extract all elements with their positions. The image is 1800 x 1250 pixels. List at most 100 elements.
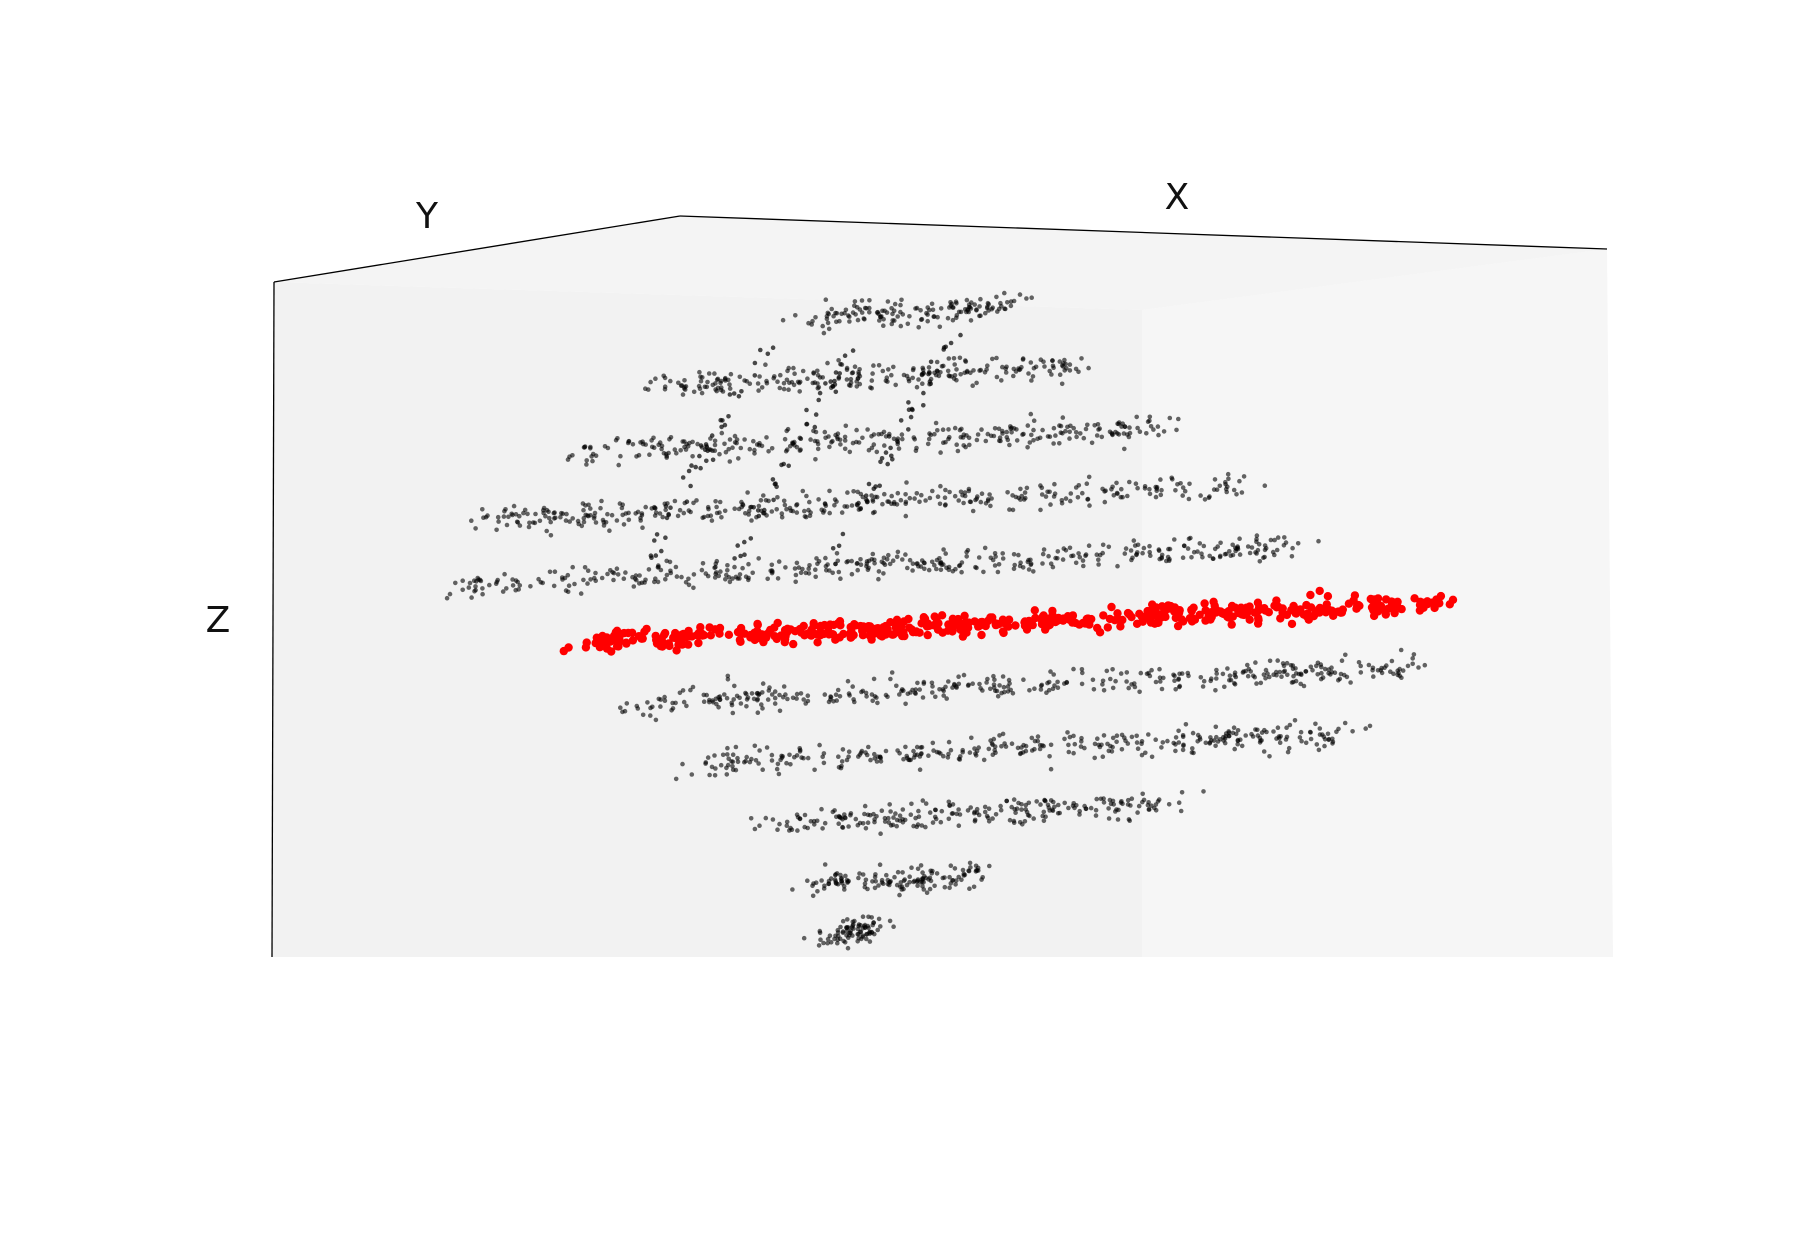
point-1412 [1268,537,1274,543]
point-1244 [866,565,871,571]
point-246 [742,378,747,383]
point-1528 [794,696,799,701]
point-2080 [946,739,952,745]
point-1361 [946,564,952,570]
point-587 [963,444,968,450]
point-979 [1038,483,1043,488]
point-645 [940,427,946,433]
point-401 [742,437,747,442]
point-1555 [772,689,778,694]
point-1145 [536,576,541,582]
point-154 [945,368,951,374]
point-2089 [911,748,916,754]
point-1321 [686,576,691,582]
point-1398 [1199,551,1204,556]
point-2172 [974,806,980,812]
point-1870 [1135,746,1141,751]
point-409 [842,434,848,440]
point-3114 [649,555,654,560]
point-2070 [1165,738,1170,744]
point-1670 [737,695,742,701]
point-1298 [827,568,832,573]
point-657 [813,457,818,462]
point-1645 [1132,681,1137,686]
point-1614 [1101,688,1107,693]
point-51 [867,310,872,315]
point-484 [1083,426,1089,432]
point-2129 [923,824,928,830]
point-617 [874,449,880,455]
point-3173 [742,552,747,557]
point-1783 [901,688,906,693]
point-1418 [646,567,652,572]
point-139 [806,320,811,326]
point-1012 [483,514,489,520]
point-2088 [1190,746,1195,751]
point-1197 [872,561,877,566]
point-1402 [884,557,890,562]
point-416 [954,442,959,448]
point-434 [1161,429,1167,434]
point-636 [833,432,838,438]
point-376 [1079,356,1084,361]
point-1785 [933,694,938,700]
point-69 [929,301,935,307]
point-2140 [982,809,988,815]
point-2483 [942,884,948,890]
highlight-point-3067 [920,614,930,623]
point-1309 [959,569,964,575]
point-1545 [1411,652,1417,657]
point-2355 [863,877,869,883]
point-379 [718,378,724,384]
point-1128 [886,552,891,558]
point-2261 [842,812,847,817]
point-588 [1025,445,1030,450]
point-956 [1241,474,1247,479]
point-2329 [1048,798,1054,803]
point-2022 [1062,736,1067,742]
point-474 [1009,430,1014,435]
point-335 [933,372,939,378]
point-1724 [1315,672,1320,677]
point-1228 [551,583,557,589]
point-1641 [690,684,696,690]
point-1816 [1092,741,1098,747]
highlight-point-3070 [1276,614,1285,623]
point-2120 [779,755,785,760]
point-3144 [770,477,776,482]
point-1297 [510,577,515,582]
point-3097 [659,548,664,554]
point-1963 [744,754,749,760]
point-2155 [1019,802,1024,807]
point-2012 [705,755,711,760]
point-1654 [1395,672,1400,678]
point-347 [775,379,780,385]
point-525 [1116,420,1122,425]
point-1704 [790,695,796,701]
point-185 [999,378,1004,383]
point-115 [978,313,983,319]
point-3153 [838,361,843,367]
point-1631 [1100,678,1106,684]
point-143 [954,301,959,306]
point-3138 [748,536,754,541]
point-480 [823,435,828,441]
point-1782 [970,681,975,686]
point-1017 [1100,486,1105,492]
highlight-point-2984 [611,628,620,637]
point-590 [590,451,596,457]
point-422 [1027,440,1033,445]
point-1162 [725,563,730,568]
point-44 [995,309,1000,314]
point-910 [1048,502,1053,507]
point-623 [1020,432,1025,437]
point-660 [871,432,877,437]
point-2181 [777,821,782,827]
point-3198 [886,434,892,439]
point-198 [648,379,653,385]
point-2307 [882,819,888,824]
highlight-point-2732 [1227,620,1236,629]
point-3115 [684,499,690,505]
point-2231 [1093,807,1099,813]
point-2454 [950,878,956,883]
